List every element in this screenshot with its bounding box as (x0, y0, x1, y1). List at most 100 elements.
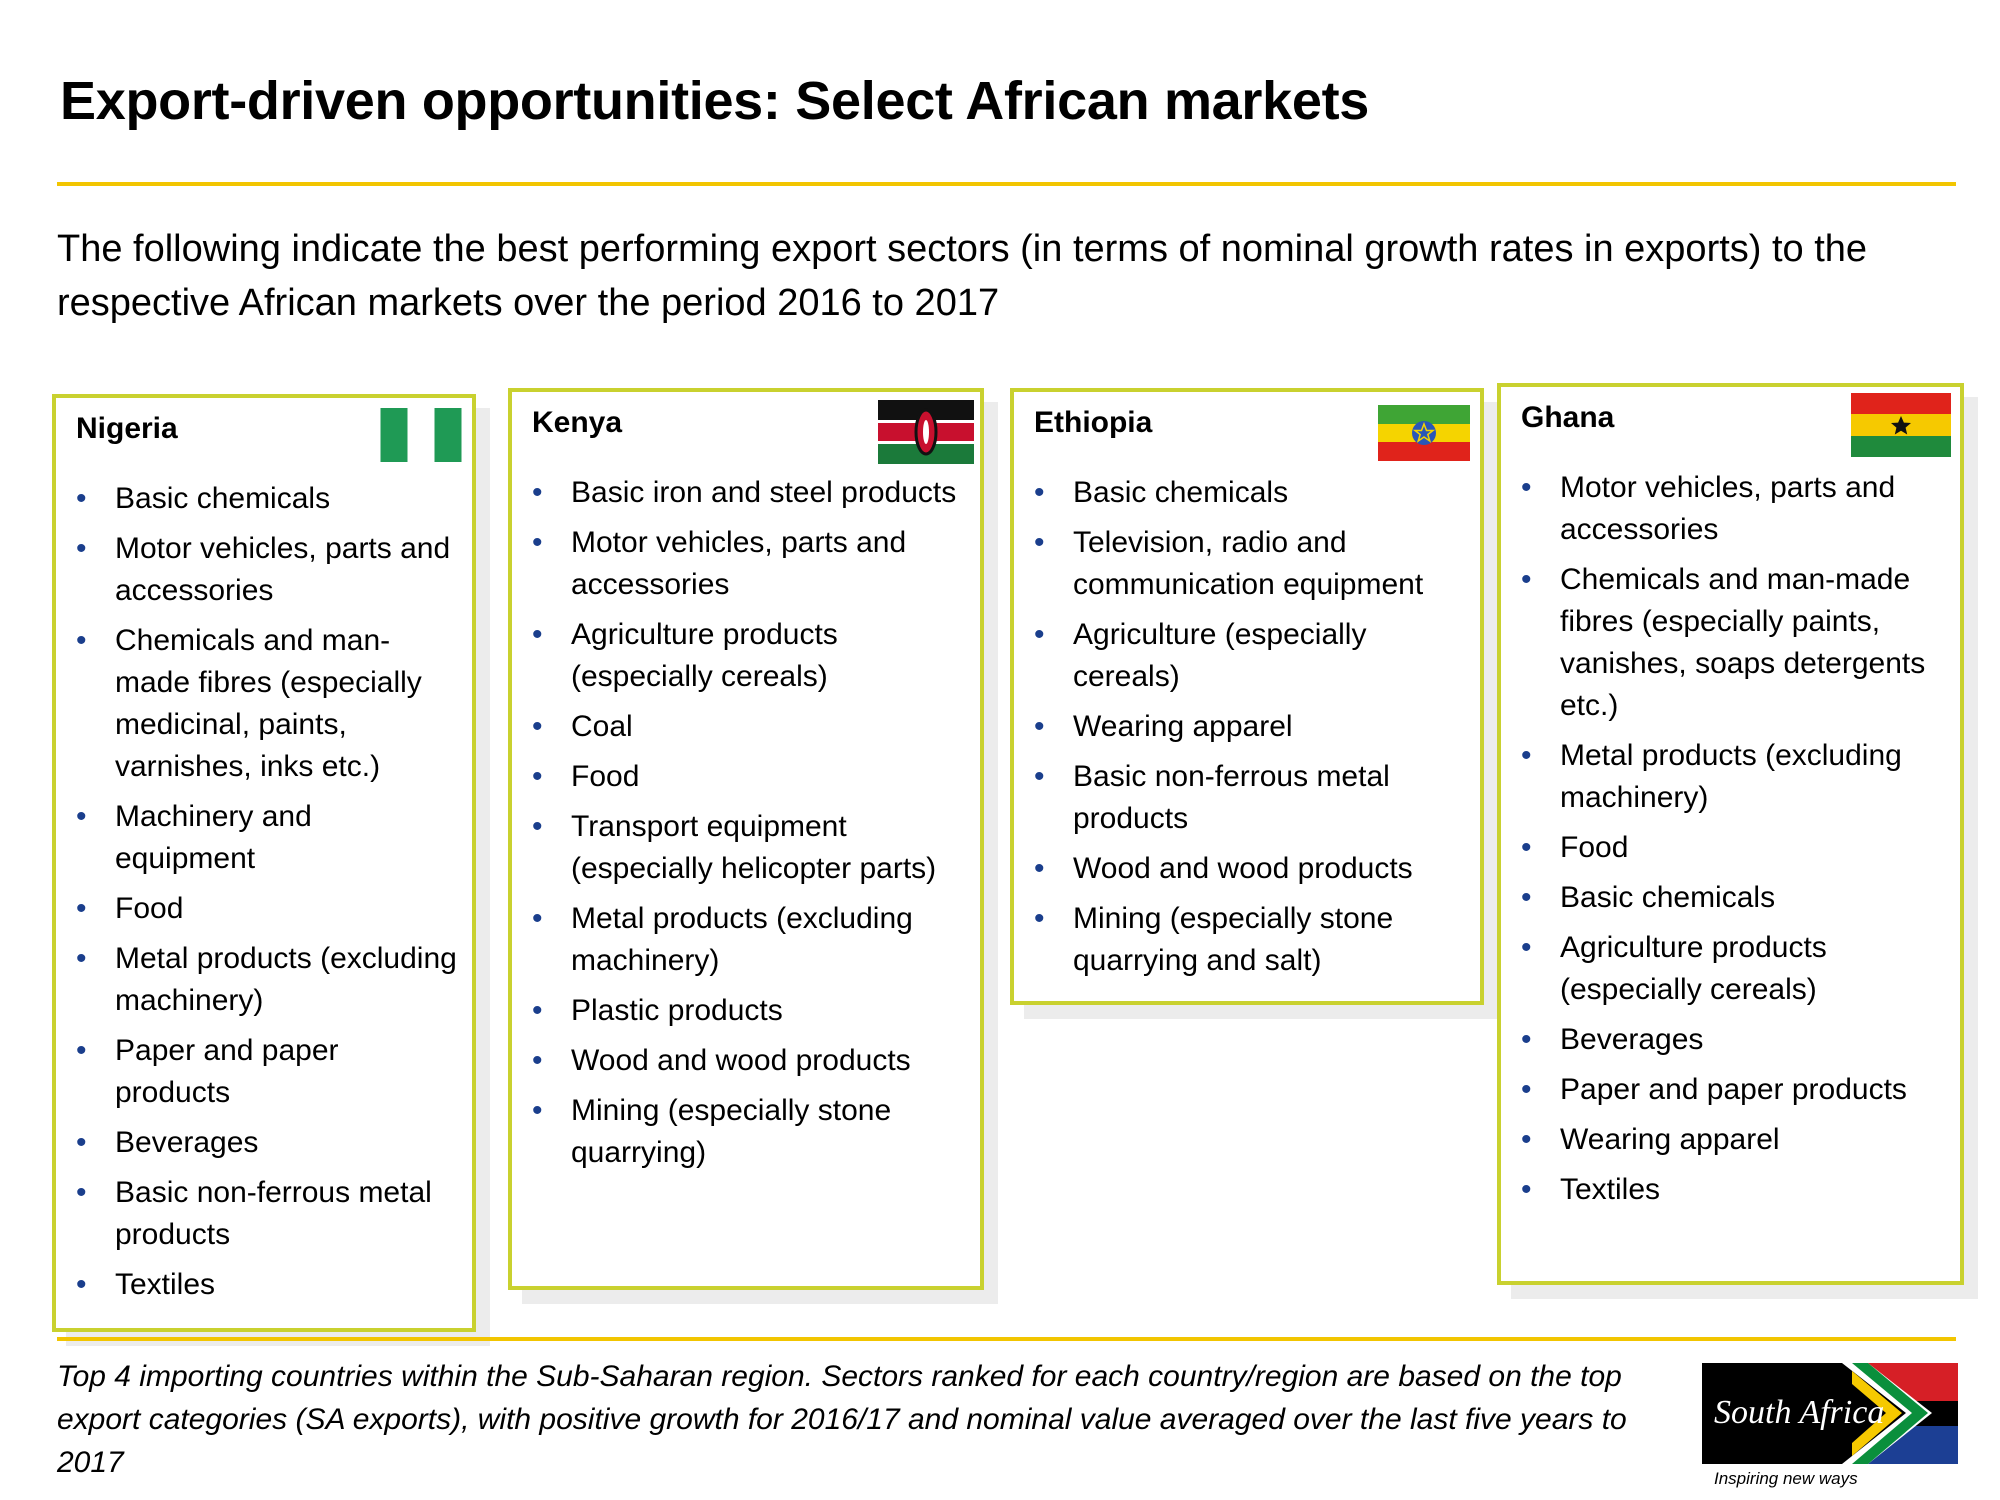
sector-item: • Machinery and equipment (76, 796, 458, 880)
sector-label: Chemicals and man-made fibres (especiall… (1560, 563, 1926, 722)
sector-item: • Agriculture (especially cereals) (1034, 614, 1466, 698)
bullet-icon: • (1521, 739, 1532, 772)
sector-label: Paper and paper products (1560, 1073, 1907, 1106)
sector-item: • Mining (especially stone quarrying) (532, 1090, 966, 1174)
sector-label: Basic chemicals (1560, 881, 1776, 914)
bullet-icon: • (532, 476, 543, 509)
sector-label: Basic non-ferrous metal products (115, 1176, 432, 1251)
logo-brand: South Africa (1714, 1394, 1884, 1431)
sector-label: Agriculture products (especially cereals… (1560, 931, 1827, 1006)
sector-label: Chemicals and man-made fibres (especiall… (115, 624, 422, 783)
logo-tagline: Inspiring new ways (1714, 1469, 1858, 1488)
sector-item: • Basic iron and steel products (532, 472, 966, 514)
sector-label: Metal products (excluding machinery) (115, 942, 457, 1017)
sector-label: Basic chemicals (115, 482, 331, 515)
sector-list: • Basic chemicals • Motor vehicles, parts a… (76, 478, 458, 1314)
title-divider (57, 182, 1956, 186)
sector-label: Wood and wood products (1073, 852, 1413, 885)
sector-list: • Basic chemicals • Television, radio and c… (1034, 472, 1466, 990)
country-name: Ethiopia (1034, 406, 1153, 439)
sector-label: Food (571, 760, 640, 793)
bullet-icon: • (76, 1176, 87, 1209)
page-subtitle: The following indicate the best performi… (57, 228, 1868, 324)
sector-label: Plastic products (571, 994, 783, 1027)
sector-label: Basic non-ferrous metal products (1073, 760, 1390, 835)
bullet-icon: • (1034, 852, 1045, 885)
sector-label: Paper and paper products (115, 1034, 339, 1109)
sector-item: • Wood and wood products (532, 1040, 966, 1082)
sector-label: Wearing apparel (1560, 1123, 1780, 1156)
sector-item: • Paper and paper products (76, 1030, 458, 1114)
sector-item: • Basic chemicals (1521, 877, 1946, 919)
bullet-icon: • (532, 1044, 543, 1077)
kenya-flag-icon (878, 400, 974, 464)
sector-label: Food (1560, 831, 1629, 864)
bullet-icon: • (76, 1268, 87, 1301)
sector-item: • Plastic products (532, 990, 966, 1032)
country-card-nigeria: Nigeria • Basic chemicals • Motor vehicles,… (52, 394, 476, 1332)
sector-label: Agriculture (especially cereals) (1073, 618, 1367, 693)
bullet-icon: • (1521, 831, 1532, 864)
bullet-icon: • (1521, 1123, 1532, 1156)
nigeria-flag-icon (380, 408, 462, 462)
page-title: Export-driven opportunities: Select Afri… (60, 71, 1369, 131)
sector-item: • Basic non-ferrous metal products (76, 1172, 458, 1256)
sector-item: • Basic non-ferrous metal products (1034, 756, 1466, 840)
sector-item: • Motor vehicles, parts and accessories (1521, 467, 1946, 551)
bullet-icon: • (1521, 881, 1532, 914)
sector-label: Mining (especially stone quarrying) (571, 1094, 892, 1169)
footer-divider (57, 1337, 1956, 1341)
sector-label: Textiles (1560, 1173, 1661, 1206)
sector-item: • Mining (especially stone quarrying and … (1034, 898, 1466, 982)
sector-item: • Textiles (1521, 1169, 1946, 1211)
bullet-icon: • (76, 482, 87, 515)
bullet-icon: • (1034, 760, 1045, 793)
sector-item: • Basic chemicals (1034, 472, 1466, 514)
bullet-icon: • (1034, 902, 1045, 935)
bullet-icon: • (532, 526, 543, 559)
sector-list: • Motor vehicles, parts and accessories • C… (1521, 467, 1946, 1219)
sector-item: • Wearing apparel (1034, 706, 1466, 748)
bullet-icon: • (76, 532, 87, 565)
sector-item: • Motor vehicles, parts and accessories (76, 528, 458, 612)
sector-label: Television, radio and communication equi… (1073, 526, 1424, 601)
sector-label: Beverages (1560, 1023, 1704, 1056)
sector-item: • Chemicals and man-made fibres (especial… (76, 620, 458, 788)
sector-item: • Metal products (excluding machinery) (1521, 735, 1946, 819)
sector-label: Agriculture products (especially cereals… (571, 618, 838, 693)
south-africa-logo-icon: South Africa Inspiring new ways (1702, 1363, 1958, 1488)
ethiopia-flag-icon (1378, 405, 1470, 461)
bullet-icon: • (1521, 1173, 1532, 1206)
bullet-icon: • (76, 942, 87, 975)
sector-item: • Coal (532, 706, 966, 748)
bullet-icon: • (1034, 710, 1045, 743)
sector-item: • Wood and wood products (1034, 848, 1466, 890)
bullet-icon: • (532, 994, 543, 1027)
bullet-icon: • (1521, 1073, 1532, 1106)
sector-label: Beverages (115, 1126, 259, 1159)
sector-label: Food (115, 892, 184, 925)
country-card-ghana: Ghana • Motor vehicles, parts and accesso… (1497, 383, 1964, 1285)
sector-item: • Transport equipment (especially helicop… (532, 806, 966, 890)
bullet-icon: • (76, 1126, 87, 1159)
sector-label: Coal (571, 710, 633, 743)
sector-label: Motor vehicles, parts and accessories (115, 532, 451, 607)
sector-label: Basic chemicals (1073, 476, 1289, 509)
bullet-icon: • (532, 710, 543, 743)
country-card-kenya: Kenya • Basic iron and steel products • Mot… (508, 388, 984, 1290)
bullet-icon: • (76, 624, 87, 657)
sector-item: • Food (1521, 827, 1946, 869)
bullet-icon: • (1521, 471, 1532, 504)
sector-item: • Motor vehicles, parts and accessories (532, 522, 966, 606)
bullet-icon: • (76, 800, 87, 833)
bullet-icon: • (76, 1034, 87, 1067)
sector-label: Motor vehicles, parts and accessories (1560, 471, 1896, 546)
bullet-icon: • (76, 892, 87, 925)
sector-item: • Agriculture products (especially cereal… (532, 614, 966, 698)
sector-item: • Food (76, 888, 458, 930)
bullet-icon: • (1521, 563, 1532, 596)
sector-label: Metal products (excluding machinery) (571, 902, 913, 977)
bullet-icon: • (1034, 526, 1045, 559)
sector-label: Wearing apparel (1073, 710, 1293, 743)
sector-label: Mining (especially stone quarrying and s… (1073, 902, 1394, 977)
